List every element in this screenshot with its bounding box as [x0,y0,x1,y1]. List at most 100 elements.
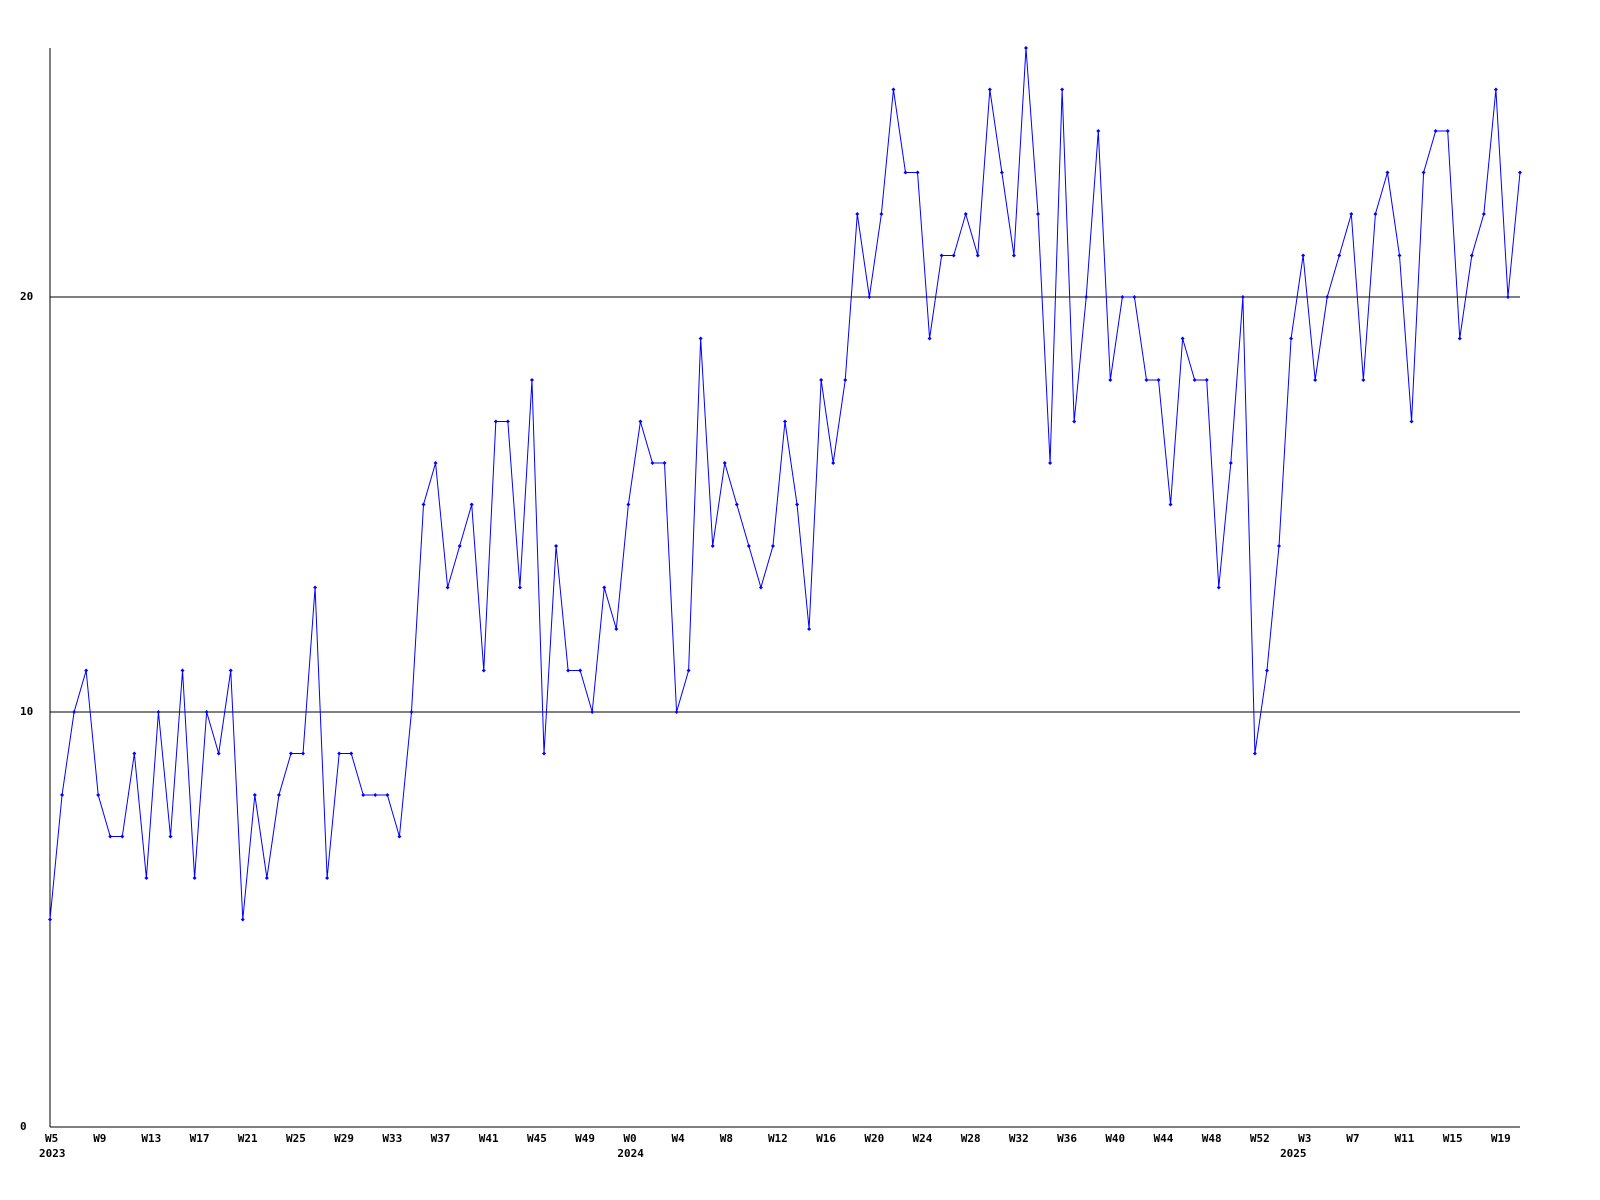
x-tick-label: W48 [1202,1132,1222,1145]
point [915,170,920,175]
point [1192,378,1197,382]
point [228,668,233,673]
y-tick-label: 10 [20,705,33,718]
point [1252,751,1257,756]
point [192,876,197,880]
point [84,668,89,673]
point [180,668,185,673]
point [710,544,715,548]
point [252,793,257,797]
x-tick-label: W36 [1057,1132,1077,1145]
point [216,751,221,756]
point [1216,585,1221,590]
x-tick-label: W37 [431,1132,451,1145]
x-tick-label: W21 [238,1132,258,1145]
point [795,502,800,507]
point [1433,129,1438,133]
point [1156,378,1161,382]
point [650,461,655,465]
point [554,544,559,548]
x-tick-label: W12 [768,1132,788,1145]
point [1409,419,1414,424]
x-tick-label: W24 [913,1132,933,1145]
point [686,668,691,673]
point [843,378,848,382]
point [891,87,896,92]
point [493,419,498,424]
point [120,834,125,839]
year-label: 2023 [39,1147,66,1160]
point [1325,295,1330,299]
point [1072,419,1077,424]
point [48,917,52,922]
point [542,751,547,756]
x-tick-label: W19 [1491,1132,1511,1145]
point [638,419,643,424]
x-tick-label: W16 [816,1132,836,1145]
point [313,585,318,590]
point [433,461,438,465]
point [457,544,462,548]
x-tick-label: W11 [1395,1132,1415,1145]
point [1337,253,1342,258]
point [385,793,390,797]
point [1036,212,1041,216]
point [1204,378,1209,382]
point [361,793,366,797]
point [1228,461,1233,465]
point [1132,295,1137,299]
point [529,378,534,382]
point [1240,295,1245,299]
point [156,710,161,714]
point [674,710,679,714]
point [72,710,77,714]
point [276,793,281,797]
point [1108,378,1113,382]
x-tick-label: W15 [1443,1132,1463,1145]
x-tick-label: W28 [961,1132,981,1145]
point [1518,170,1522,175]
x-tick-label: W3 [1298,1132,1311,1145]
point [1120,295,1125,299]
point [1457,336,1462,341]
x-tick-label: W5 [45,1132,58,1145]
point [445,585,450,590]
point [325,876,330,880]
point [951,253,956,258]
point [264,876,269,880]
year-label: 2025 [1280,1147,1307,1160]
x-tick-label: W41 [479,1132,499,1145]
point [770,544,775,548]
point [1421,170,1426,175]
point [1361,378,1366,382]
point [1385,170,1390,175]
point [1397,253,1402,258]
point [108,834,113,839]
point [1011,253,1016,258]
point [1096,129,1101,133]
x-tick-label: W32 [1009,1132,1029,1145]
x-tick-label: W29 [334,1132,354,1145]
point [614,627,619,631]
point [1048,461,1053,465]
point [831,461,836,465]
point [1301,253,1306,258]
point [662,461,667,465]
point [578,668,583,673]
x-tick-label: W13 [141,1132,161,1145]
x-tick-label: W49 [575,1132,595,1145]
point [1481,212,1486,216]
point [999,170,1004,175]
point [1144,378,1149,382]
point [1313,378,1318,382]
x-tick-label: W44 [1154,1132,1174,1145]
point [722,461,727,465]
point [421,502,426,507]
point [132,751,137,756]
point [867,295,872,299]
point [1264,668,1269,673]
x-tick-label: W8 [720,1132,733,1145]
point [1349,212,1354,216]
point [288,751,293,756]
